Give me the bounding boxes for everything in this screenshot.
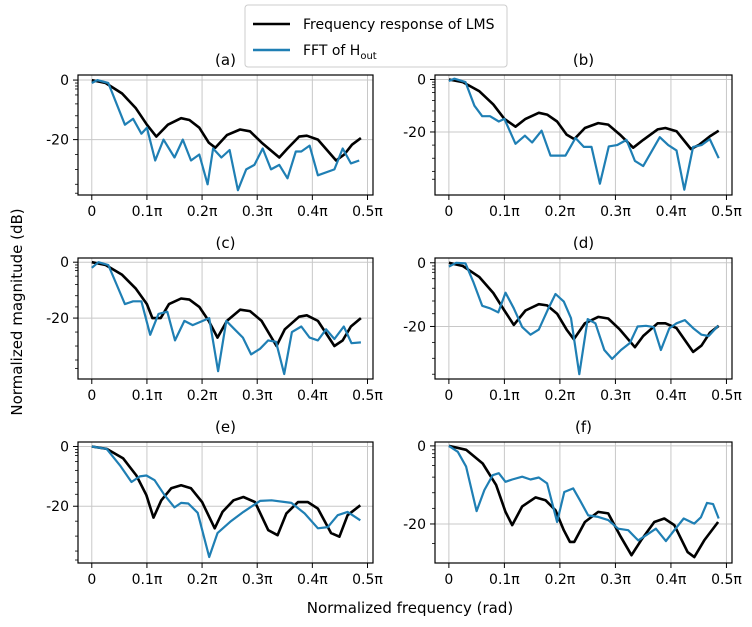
x-tick-label: 0.5π bbox=[352, 388, 383, 404]
axes-frame bbox=[434, 257, 733, 380]
x-tick-label: 0.4π bbox=[297, 204, 328, 220]
x-tick-label: 0.5π bbox=[711, 204, 742, 220]
axes-frame bbox=[434, 441, 733, 564]
subplot-title: (c) bbox=[216, 234, 236, 252]
x-tick-label: 0.2π bbox=[545, 572, 576, 588]
y-tick-label: -20 bbox=[403, 517, 426, 533]
y-tick-label: -20 bbox=[403, 125, 426, 141]
series-fft-line bbox=[91, 78, 360, 192]
x-tick-label: 0 bbox=[87, 204, 96, 220]
x-tick-label: 0.1π bbox=[132, 572, 163, 588]
legend-label-fft-sub: out bbox=[360, 51, 376, 62]
subplot-b: (b) 0 0.1π 0.2π 0.3π 0.4π 0.5π 0 -20 bbox=[403, 51, 742, 220]
y-tick-label: 0 bbox=[60, 439, 69, 455]
y-tick-label: -20 bbox=[46, 499, 69, 515]
x-tick-label: 0.4π bbox=[656, 388, 687, 404]
axes-frame bbox=[77, 441, 374, 564]
subplot-e: (e) 0 0.1π 0.2π 0.3π 0.4π 0.5π 0 -20 bbox=[46, 418, 383, 588]
x-tick-label: 0 bbox=[444, 388, 453, 404]
y-tick-label: -20 bbox=[46, 133, 69, 149]
series-fft-line bbox=[448, 77, 720, 191]
x-tick-label: 0.4π bbox=[656, 204, 687, 220]
axes-frame bbox=[434, 74, 733, 196]
x-axis-label: Normalized frequency (rad) bbox=[307, 599, 513, 617]
subplot-title: (d) bbox=[573, 234, 594, 252]
series-lms-line bbox=[448, 261, 720, 354]
x-tick-label: 0.3π bbox=[242, 572, 273, 588]
axes-frame bbox=[77, 257, 374, 380]
x-tick-label: 0.3π bbox=[242, 204, 273, 220]
series-fft-line bbox=[91, 445, 361, 559]
subplot-title: (f) bbox=[575, 418, 592, 436]
x-tick-label: 0.1π bbox=[132, 204, 163, 220]
x-tick-label: 0 bbox=[444, 572, 453, 588]
x-tick-label: 0.1π bbox=[132, 388, 163, 404]
y-tick-label: 0 bbox=[417, 72, 426, 88]
y-tick-label: -20 bbox=[403, 319, 426, 335]
x-tick-label: 0.1π bbox=[489, 204, 520, 220]
x-tick-label: 0.4π bbox=[297, 388, 328, 404]
x-tick-label: 0 bbox=[87, 572, 96, 588]
legend-label-fft: FFT of Hout bbox=[303, 43, 377, 62]
y-tick-label: 0 bbox=[60, 255, 69, 271]
x-tick-label: 0.1π bbox=[489, 388, 520, 404]
y-tick-label: -20 bbox=[46, 311, 69, 327]
x-tick-label: 0.2π bbox=[187, 204, 218, 220]
x-tick-label: 0.2π bbox=[187, 388, 218, 404]
x-tick-label: 0.2π bbox=[545, 388, 576, 404]
legend-label-fft-main: FFT of H bbox=[303, 43, 360, 59]
legend-label-lms: Frequency response of LMS bbox=[303, 17, 495, 33]
subplot-d: (d) 0 0.1π 0.2π 0.3π 0.4π 0.5π 0 -20 bbox=[403, 234, 742, 404]
x-tick-label: 0.4π bbox=[297, 572, 328, 588]
y-tick-label: 0 bbox=[417, 439, 426, 455]
x-tick-label: 0.3π bbox=[600, 204, 631, 220]
x-tick-label: 0.5π bbox=[711, 388, 742, 404]
x-tick-label: 0.1π bbox=[489, 572, 520, 588]
x-tick-label: 0.5π bbox=[352, 572, 383, 588]
series-lms-line bbox=[91, 260, 362, 348]
subplot-title: (a) bbox=[215, 51, 236, 69]
series-lms-line bbox=[91, 445, 362, 539]
y-tick-label: 0 bbox=[417, 256, 426, 272]
series-lms-line bbox=[91, 78, 362, 162]
series-fft-line bbox=[91, 261, 361, 376]
series-lms-line bbox=[448, 78, 720, 151]
series-lms-line bbox=[448, 444, 720, 559]
subplot-f: (f) 0 0.1π 0.2π 0.3π 0.4π 0.5π 0 -20 bbox=[403, 418, 742, 588]
legend: Frequency response of LMS FFT of Hout bbox=[244, 4, 508, 68]
x-tick-label: 0.3π bbox=[600, 572, 631, 588]
axes-frame bbox=[77, 74, 374, 196]
x-tick-label: 0 bbox=[87, 388, 96, 404]
series-fft-line bbox=[448, 444, 720, 543]
y-axis-label: Normalized magnitude (dB) bbox=[8, 208, 26, 415]
subplot-a: (a) 0 0.1π 0.2π 0.3π 0.4π 0.5π 0 -20 bbox=[46, 51, 383, 220]
subplot-title: (b) bbox=[573, 51, 594, 69]
x-tick-label: 0.2π bbox=[545, 204, 576, 220]
y-tick-label: 0 bbox=[60, 73, 69, 89]
subplot-c: (c) 0 0.1π 0.2π 0.3π 0.4π 0.5π 0 -20 bbox=[46, 234, 383, 404]
x-tick-label: 0.3π bbox=[600, 388, 631, 404]
x-tick-label: 0.5π bbox=[711, 572, 742, 588]
x-tick-label: 0 bbox=[444, 204, 453, 220]
subplot-title: (e) bbox=[215, 418, 236, 436]
x-tick-label: 0.5π bbox=[352, 204, 383, 220]
x-tick-label: 0.2π bbox=[187, 572, 218, 588]
series-fft-line bbox=[448, 261, 719, 376]
x-tick-label: 0.4π bbox=[656, 572, 687, 588]
x-tick-label: 0.3π bbox=[242, 388, 273, 404]
legend-frame bbox=[244, 4, 508, 68]
